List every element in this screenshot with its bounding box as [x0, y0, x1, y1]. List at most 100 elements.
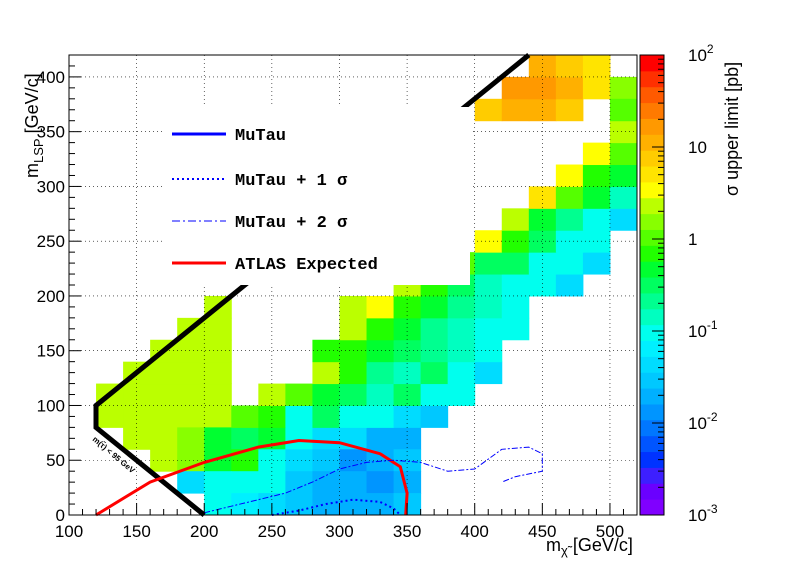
x-axis-title: mχ̃ [GeV/c]: [546, 535, 633, 558]
x-tick-label: 450: [528, 522, 556, 541]
color-bar-swatch: [640, 356, 664, 373]
heatmap-bin: [177, 383, 205, 406]
heatmap-bin: [123, 383, 151, 406]
heatmap-bin: [582, 230, 611, 253]
heatmap-bin: [339, 295, 368, 319]
heatmap-bin: [285, 471, 313, 494]
heatmap-bin: [555, 208, 584, 231]
heatmap-bin: [474, 361, 503, 385]
heatmap-bin: [420, 361, 449, 385]
color-bar: [640, 55, 664, 516]
heatmap-bin: [339, 493, 368, 516]
color-bar-swatch: [640, 261, 664, 278]
y-tick-label: 50: [46, 451, 65, 470]
heatmap-bin: [447, 383, 476, 406]
heatmap-bin: [609, 98, 638, 122]
x-tick-label: 150: [122, 522, 150, 541]
heatmap-bin: [258, 405, 286, 428]
z-tick-label: 1: [688, 230, 697, 249]
z-tick-label: 10-1: [688, 318, 718, 341]
heatmap-bin: [339, 317, 368, 341]
heatmap-bin: [96, 405, 124, 428]
heatmap-bin: [366, 295, 395, 319]
heatmap-bin: [582, 208, 611, 231]
color-bar-swatch: [640, 451, 664, 468]
heatmap-bin: [555, 98, 584, 122]
z-tick-label: 102: [688, 42, 714, 65]
heatmap-bin: [150, 405, 178, 428]
heatmap-bin: [501, 98, 530, 122]
legend-label-atlas-expected: ATLAS Expected: [235, 256, 378, 275]
heatmap-bin: [582, 55, 611, 78]
heatmap-bin: [177, 471, 205, 494]
heatmap-bin: [312, 361, 340, 385]
heatmap-bin: [339, 361, 368, 385]
heatmap-bin: [177, 361, 205, 385]
heatmap-bin: [420, 295, 449, 319]
heatmap-bin: [285, 449, 313, 472]
heatmap-bin: [447, 295, 476, 319]
heatmap-bin: [582, 252, 611, 275]
heatmap-bin: [501, 295, 530, 319]
heatmap-bin: [393, 427, 422, 450]
x-axis-ticks: 100 150 200 250 300 350 400 450 500: [55, 503, 624, 541]
heatmap-bin: [555, 55, 584, 78]
legend-label-mutau: MuTau: [235, 127, 286, 146]
heatmap-bin: [150, 361, 178, 385]
heatmap-bin: [150, 383, 178, 406]
heatmap-bin: [123, 405, 151, 428]
heatmap-bin: [555, 252, 584, 275]
heatmap-bins: [96, 55, 638, 516]
color-bar-swatch: [640, 134, 664, 151]
heatmap-bin: [366, 449, 395, 472]
heatmap-bin: [582, 164, 611, 187]
color-bar-swatch: [640, 181, 664, 199]
heatmap-bin: [258, 449, 286, 472]
heatmap-bin: [474, 339, 503, 363]
heatmap-bin: [582, 76, 611, 100]
y-tick-label: 150: [37, 342, 65, 361]
heatmap-bin: [393, 471, 422, 494]
heatmap-bin: [285, 493, 313, 516]
color-bar-swatch: [640, 229, 664, 246]
heatmap-bin: [312, 471, 340, 494]
heatmap-bin: [231, 471, 259, 494]
y-tick-label: 400: [37, 68, 65, 87]
heatmap-bin: [609, 142, 638, 166]
heatmap-bin: [474, 98, 503, 122]
color-bar-swatch: [640, 70, 664, 88]
heatmap-bin: [393, 405, 422, 428]
x-tick-label: 500: [596, 522, 624, 541]
z-tick-label: 10: [688, 138, 707, 157]
heatmap-bin: [501, 76, 530, 100]
color-bar-swatch: [640, 419, 664, 437]
y-tick-label: 200: [37, 287, 65, 306]
color-bar-swatch: [640, 403, 664, 421]
heatmap-bin: [420, 405, 449, 428]
legend-label-mutau-1sigma: MuTau + 1 σ: [235, 172, 348, 191]
heatmap-bin: [393, 339, 422, 363]
heatmap-bin: [528, 274, 557, 297]
heatmap-bin: [528, 76, 557, 100]
heatmap-bin: [366, 339, 395, 363]
y-tick-label: 350: [37, 123, 65, 142]
x-tick-label: 400: [461, 522, 489, 541]
x-tick-label: 200: [190, 522, 218, 541]
heatmap-bin: [501, 274, 530, 297]
color-bar-swatch: [640, 340, 664, 357]
heatmap-bin: [474, 230, 503, 253]
color-bar-swatch: [640, 388, 664, 405]
heatmap-bin: [312, 383, 340, 406]
heatmap-bin: [204, 383, 232, 406]
x-tick-label: 250: [258, 522, 286, 541]
heatmap-bin: [258, 383, 286, 406]
heatmap-bin: [366, 427, 395, 450]
heatmap-bin: [285, 383, 313, 406]
heatmap-bin: [501, 317, 530, 341]
color-bar-swatch: [640, 499, 664, 516]
heatmap-bin: [609, 76, 638, 100]
heatmap-bin: [177, 427, 205, 450]
legend-box: [162, 107, 470, 285]
heatmap-bin: [393, 361, 422, 385]
